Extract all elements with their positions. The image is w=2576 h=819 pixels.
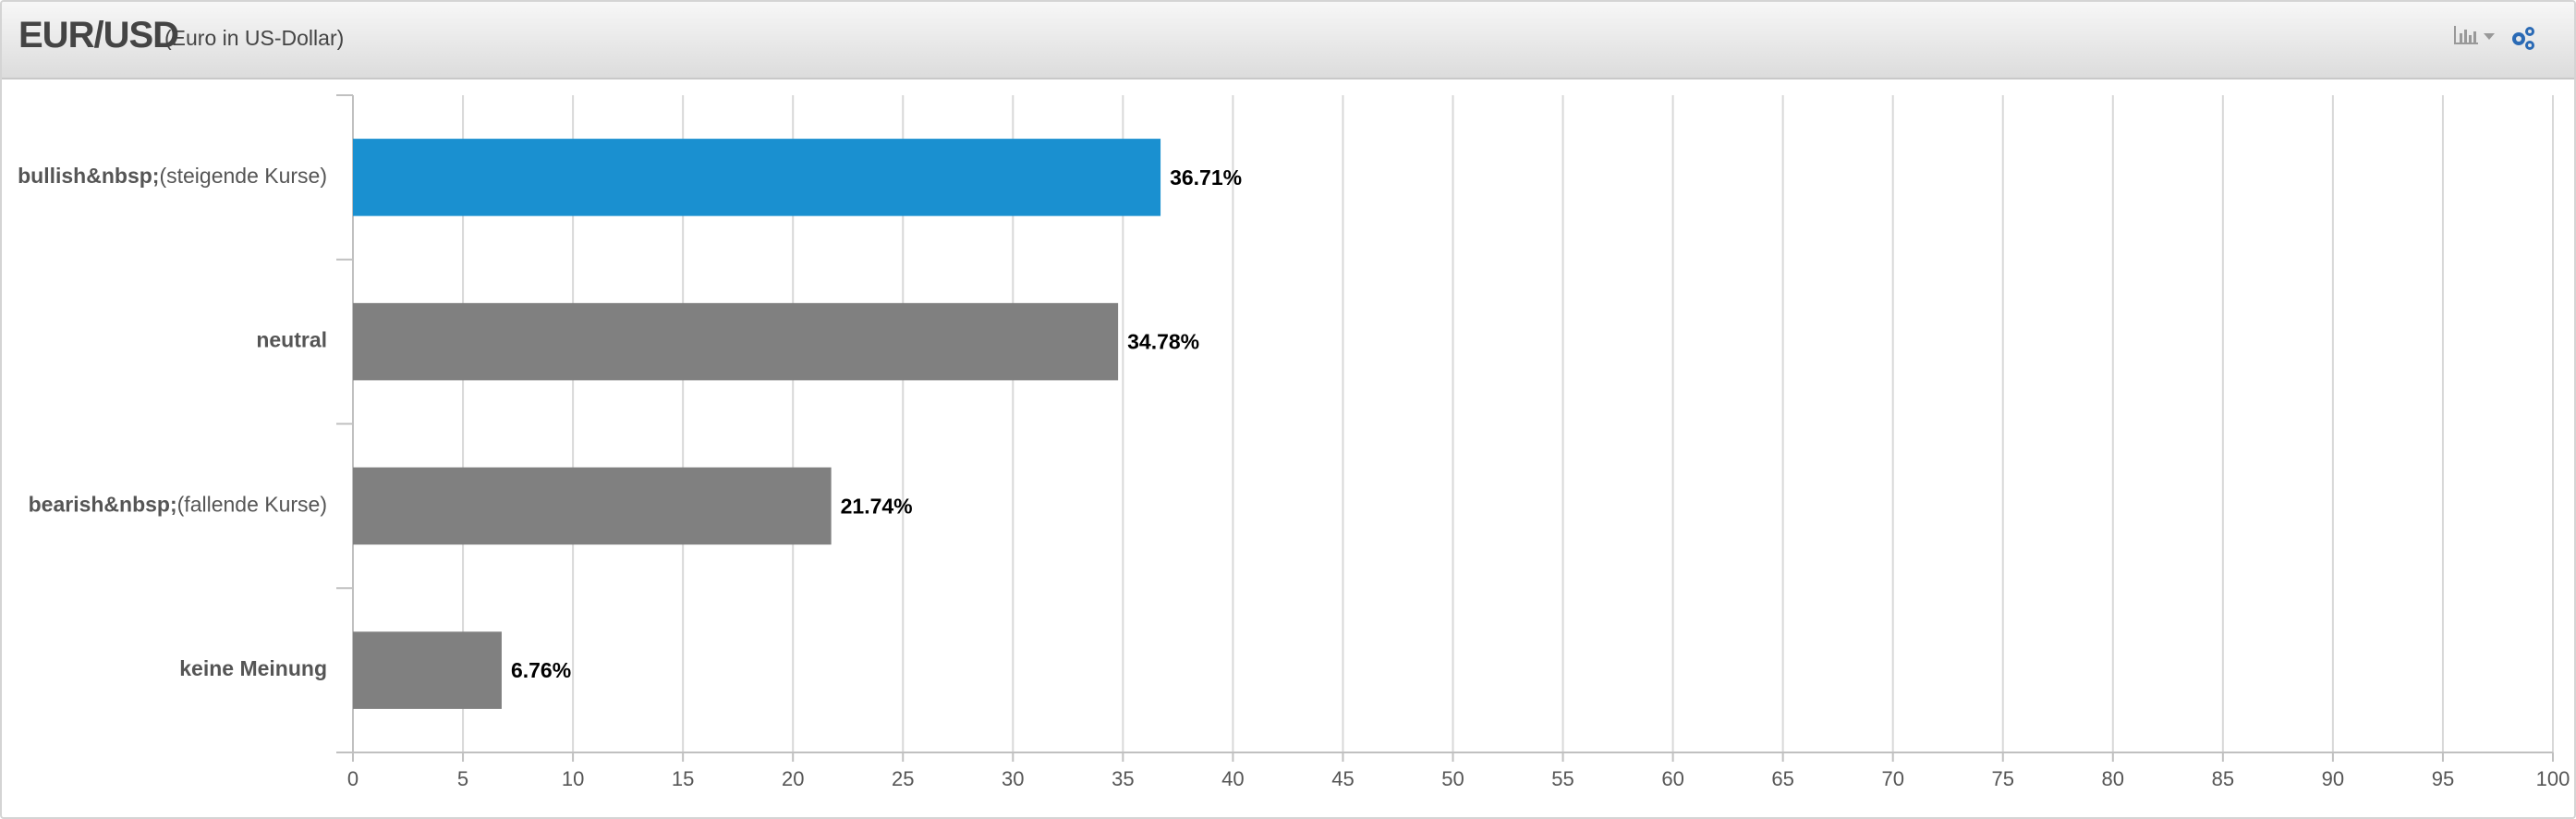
bar — [353, 467, 832, 545]
x-tick-label: 5 — [457, 767, 468, 790]
x-tick-label: 20 — [782, 767, 804, 790]
value-label: 36.71% — [1170, 165, 1242, 189]
value-label: 21.74% — [841, 494, 913, 518]
chart-type-icon[interactable] — [2454, 26, 2495, 44]
x-tick-label: 45 — [1331, 767, 1354, 790]
bar — [353, 631, 502, 709]
value-label: 34.78% — [1127, 330, 1199, 354]
x-tick-label: 65 — [1771, 767, 1793, 790]
x-tick-label: 70 — [1881, 767, 1903, 790]
y-tick-label: bullish&nbsp;(steigende Kurse) — [18, 164, 327, 188]
value-label: 6.76% — [511, 658, 571, 682]
settings-icon[interactable] — [2512, 27, 2534, 50]
x-tick-label: 35 — [1112, 767, 1134, 790]
x-tick-label: 85 — [2212, 767, 2234, 790]
x-tick-label: 55 — [1551, 767, 1574, 790]
x-tick-label: 25 — [892, 767, 914, 790]
x-tick-label: 30 — [1002, 767, 1024, 790]
x-tick-label: 40 — [1221, 767, 1244, 790]
x-tick-label: 80 — [2102, 767, 2124, 790]
x-tick-label: 75 — [1992, 767, 2014, 790]
bar — [353, 302, 1119, 381]
x-tick-label: 60 — [1661, 767, 1683, 790]
x-tick-label: 95 — [2432, 767, 2454, 790]
x-tick-label: 50 — [1441, 767, 1464, 790]
x-tick-label: 90 — [2322, 767, 2344, 790]
chart-title: EUR/USD — [18, 15, 179, 55]
x-tick-label: 10 — [562, 767, 584, 790]
header: EUR/USD (Euro in US-Dollar) — [2, 2, 2574, 79]
y-tick-label: bearish&nbsp;(fallende Kurse) — [29, 492, 327, 516]
bar — [353, 139, 1161, 216]
chart-subtitle: (Euro in US-Dollar) — [164, 26, 345, 50]
x-tick-label: 15 — [672, 767, 694, 790]
toolbar-icons[interactable] — [2450, 20, 2561, 57]
y-tick-label: neutral — [256, 328, 327, 352]
y-tick-label: keine Meinung — [179, 656, 327, 680]
x-tick-label: 0 — [347, 767, 358, 790]
x-tick-label: 100 — [2536, 767, 2570, 790]
